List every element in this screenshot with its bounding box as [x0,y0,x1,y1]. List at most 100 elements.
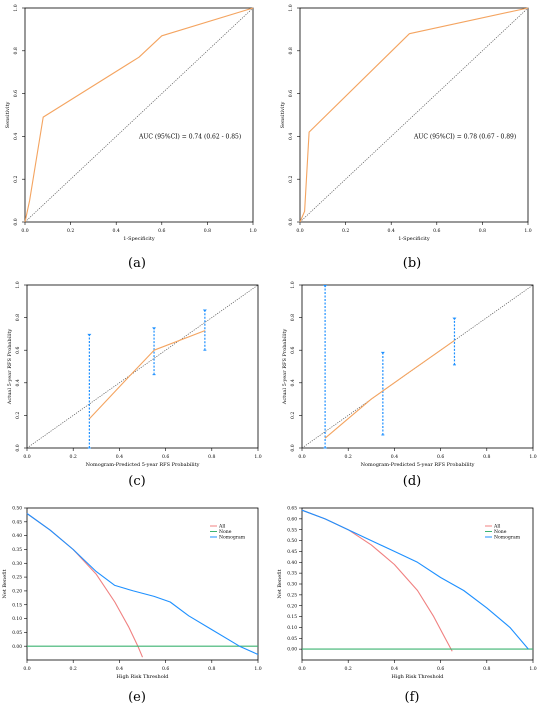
y-tick-label: 0.60 [287,517,297,522]
x-tick-label: 0.8 [483,666,490,672]
x-tick-label: 0.4 [116,666,123,672]
y-tick-label: 1.0 [290,281,296,288]
x-tick-label: 1.0 [529,666,536,672]
y-tick-label: 0.35 [287,572,297,577]
y-tick-label: 0.2 [13,175,19,182]
series-line-all [301,509,453,652]
x-tick-label: 1.0 [524,228,531,234]
y-tick-label: 0.0 [15,444,21,451]
series-line-nomogram [301,509,529,650]
y-tick-label: 0.8 [288,47,294,54]
y-axis-label: Net Benefit [2,569,8,598]
x-tick-label: 0.6 [162,454,169,460]
x-tick-label: 0.4 [113,228,120,234]
x-tick-label: 0.8 [479,228,486,234]
x-axis-label: Nomogram-Predicted 5-year RFS Probabilit… [86,462,200,468]
caption-b: (b) [402,256,422,271]
y-tick-label: 0.30 [12,562,22,567]
y-tick-label: 0.0 [13,218,19,225]
y-tick-label: 0.55 [287,528,297,533]
y-tick-label: 0.25 [287,593,297,598]
series-line-0 [24,7,254,223]
x-tick-label: 0.6 [437,454,444,460]
reference-diagonal-line [301,284,534,449]
chart-panel-a: 0.0 0.2 0.4 0.6 0.8 1.0 0.0 0.2 0.4 0.6 0.8 1.0 1-Sp… [0,0,275,280]
plot-frame [301,284,534,449]
series-line-all [26,513,144,658]
y-tick-label: 0.00 [12,645,22,650]
y-tick-label: 0.20 [287,604,297,609]
chart-svg-f: 0.0 0.2 0.4 0.6 0.8 1.0 0.00 0.05 0.10 0.15 0.20 0.… [277,507,537,680]
x-tick-label: 1.0 [249,228,256,234]
y-tick-label: 0.10 [12,617,22,622]
legend-entry: None [219,529,232,535]
x-tick-label: 0.6 [437,666,444,672]
auc-annotation: AUC (95%CI) = 0.74 (0.62 - 0.85) [138,134,241,141]
x-tick-label: 0.2 [70,666,77,672]
y-tick-label: 1.0 [288,4,294,11]
plot-frame [26,507,259,661]
y-tick-label: 0.0 [288,218,294,225]
y-axis-label: Net Benefit [277,569,283,598]
y-tick-label: 0.00 [287,648,297,653]
y-tick-label: 0.45 [12,520,22,525]
x-axis-label: 1-Specificity [398,236,430,242]
y-tick-label: 0.50 [287,539,297,544]
chart-panel-c: 0.0 0.2 0.4 0.6 0.8 1.0 0.0 0.2 0.4 0.6 0.8 1.0 Nomo… [0,280,275,495]
y-tick-label: 0.40 [287,561,297,566]
x-axis-label: 1-Specificity [123,236,155,242]
error-bar-cap [452,317,457,321]
series-line-0 [324,339,455,439]
x-tick-label: 0.6 [433,228,440,234]
x-tick-label: 0.0 [23,666,30,672]
x-tick-label: 0.6 [162,666,169,672]
y-tick-label: 1.0 [15,281,21,288]
y-tick-label: 0.2 [288,175,294,182]
x-tick-label: 0.4 [391,454,398,460]
x-tick-label: 0.8 [483,454,490,460]
x-tick-label: 0.2 [342,228,349,234]
x-tick-label: 1.0 [529,454,536,460]
y-tick-label: 0.6 [288,90,294,97]
plot-frame [299,7,529,223]
chart-svg-e: 0.0 0.2 0.4 0.6 0.8 1.0 0.00 0.05 0.10 0.15 0.20 0.… [2,507,262,680]
legend-entry: All [218,524,226,530]
y-tick-label: 0.25 [12,576,22,581]
y-tick-label: 0.15 [287,615,297,620]
x-tick-label: 0.8 [208,666,215,672]
y-tick-label: 0.6 [13,90,19,97]
caption-a: (a) [128,256,146,271]
y-axis-label: Actual 5-year RFS Probability [282,329,288,406]
chart-svg-a: 0.0 0.2 0.4 0.6 0.8 1.0 0.0 0.2 0.4 0.6 0.8 1.0 1-Sp… [5,4,257,242]
error-bar-cap [202,309,207,312]
x-tick-label: 0.2 [345,454,352,460]
caption-d: (d) [402,474,422,489]
x-tick-label: 1.0 [254,454,261,460]
y-tick-label: 0.40 [12,534,22,539]
chart-panel-d: 0.0 0.2 0.4 0.6 0.8 1.0 0.0 0.2 0.4 0.6 0.8 1.0 Nomo… [275,280,550,495]
x-tick-label: 0.4 [388,228,395,234]
legend-entry: Nomogram [219,535,246,541]
y-tick-label: 0.2 [290,412,296,419]
y-tick-label: 0.20 [12,590,22,595]
reference-diagonal-line [299,7,529,223]
plot-frame [26,284,259,449]
x-tick-label: 0.2 [345,666,352,672]
y-tick-label: 0.15 [12,603,22,608]
chart-panel-e: 0.0 0.2 0.4 0.6 0.8 1.0 0.00 0.05 0.10 0.15 0.20 0.… [0,495,275,711]
error-bar-cap [380,351,385,355]
error-bar-cap [87,333,92,337]
y-tick-label: 0.4 [288,133,294,140]
chart-panel-f: 0.0 0.2 0.4 0.6 0.8 1.0 0.00 0.05 0.10 0.15 0.20 0.… [275,495,550,711]
y-tick-label: 0.50 [12,507,22,512]
y-axis-label: Sensitivity [5,102,11,129]
x-tick-label: 0.0 [296,228,303,234]
y-tick-label: 0.8 [15,314,21,321]
series-line-nomogram [26,513,259,656]
reference-diagonal-line [24,7,254,223]
y-tick-label: 0.45 [287,550,297,555]
caption-e: (e) [128,690,146,705]
y-tick-label: 0.65 [287,507,297,512]
x-tick-label: 0.0 [298,454,305,460]
y-tick-label: 0.8 [290,314,296,321]
